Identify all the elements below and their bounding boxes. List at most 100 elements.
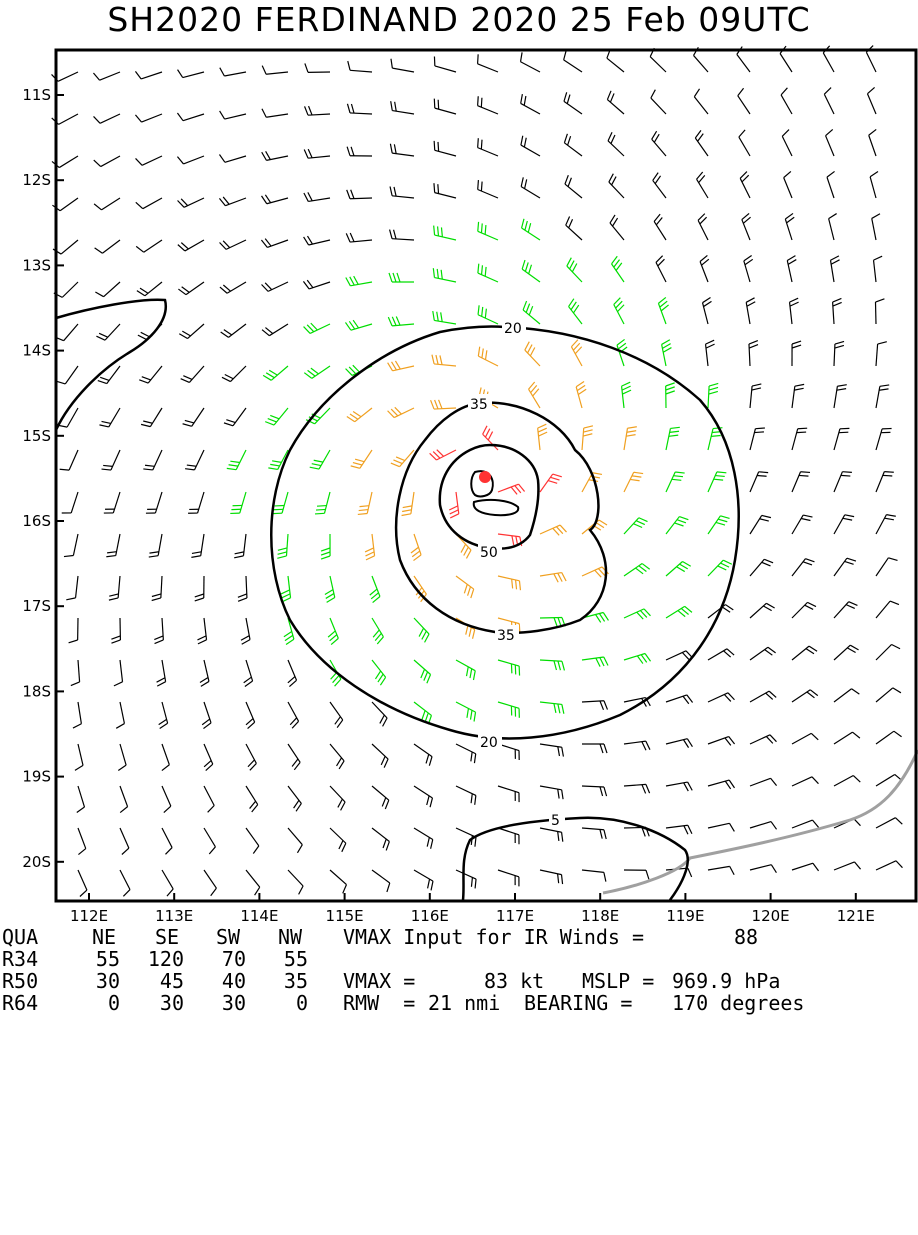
wind-barb-flag	[114, 682, 123, 686]
wind-barb-flag	[683, 740, 688, 748]
wind-barb-flag	[266, 373, 274, 378]
r64-label: R64	[2, 992, 38, 1014]
wind-barb-flag	[366, 556, 375, 560]
wind-barb-flag	[521, 94, 523, 103]
wind-barb-shaft	[666, 428, 670, 450]
wind-barb-flag	[380, 677, 385, 685]
lat-label: 20S	[22, 853, 51, 871]
wind-barb-flag	[99, 333, 108, 337]
wind-barb-flag	[375, 671, 380, 679]
wind-barb-shaft	[540, 660, 562, 661]
wind-barb-shaft	[414, 660, 431, 675]
wind-barb-shaft	[59, 114, 78, 124]
wind-barb-flag	[812, 777, 818, 784]
wind-barb-flag	[525, 262, 528, 271]
wind-barb-flag	[622, 390, 631, 394]
wind-barb-flag	[187, 465, 196, 466]
wind-barb-flag	[610, 93, 614, 102]
storm-parameters-table: QUA NE SE SW NW VMAX Input for IR Winds …	[0, 924, 918, 1014]
wind-barb-flag	[683, 561, 691, 566]
wind-barb-flag	[564, 51, 566, 60]
wind-barb-flag	[558, 573, 562, 581]
wind-barb-flag	[380, 715, 384, 723]
wind-barb-shaft	[792, 602, 807, 618]
wind-barb-flag	[845, 515, 854, 517]
wind-barb-shaft	[792, 777, 812, 786]
wind-barb-flag	[321, 556, 330, 559]
contour-64kt-lobe	[474, 500, 519, 515]
wind-barb-shaft	[100, 72, 120, 80]
wind-barb-shaft	[792, 863, 813, 870]
wind-barb-shaft	[498, 484, 519, 492]
wind-barb-flag	[890, 601, 899, 604]
wind-barb-shaft	[286, 534, 288, 556]
mslp-label: MSLP =	[582, 970, 654, 992]
wind-barb-flag	[389, 273, 392, 282]
wind-barb-flag	[242, 640, 250, 645]
wind-barb-shaft	[478, 190, 498, 198]
wind-barb-flag	[811, 733, 818, 739]
wind-barb-flag	[600, 787, 603, 796]
wind-barb-shaft	[498, 786, 519, 793]
wind-barb-flag	[529, 265, 532, 274]
wind-barb-flag	[262, 196, 267, 204]
wind-barb-shaft	[288, 786, 301, 803]
wind-barb-flag	[824, 88, 831, 95]
wind-barb-shaft	[785, 219, 792, 240]
wind-barb-shaft	[158, 534, 162, 556]
contour-20kt	[271, 327, 738, 739]
bearing-value: 170 degrees	[672, 992, 804, 1014]
wind-barb-shaft	[827, 177, 834, 198]
lon-label: 115E	[326, 907, 364, 924]
wind-barb-flag	[177, 157, 183, 164]
wind-barb-flag	[238, 598, 247, 601]
wind-barb-shaft	[330, 702, 343, 720]
wind-barb-shaft	[101, 156, 120, 167]
wind-barb-flag	[895, 818, 902, 825]
wind-barb-shaft	[104, 282, 120, 297]
wind-barb-flag	[312, 464, 321, 466]
wind-barb-shaft	[372, 786, 389, 800]
wind-barb-flag	[729, 823, 734, 831]
wind-barb-shaft	[267, 240, 288, 247]
wind-barb-flag	[718, 566, 727, 570]
land-contours	[603, 750, 918, 893]
wind-barb-flag	[426, 754, 429, 763]
r64-sw: 30	[206, 992, 246, 1014]
wind-barb-shaft	[187, 324, 204, 339]
wind-barb-flag	[381, 756, 385, 765]
rmw-label: RMW =	[343, 992, 415, 1014]
wind-barb-flag	[73, 724, 81, 728]
r64-row: R64 0 30 30 0 RMW = 21 nmi BEARING = 170…	[0, 992, 48, 1014]
wind-barb-shaft	[372, 618, 383, 637]
wind-barb-flag	[612, 177, 616, 185]
wind-barb-shaft	[666, 472, 675, 492]
wind-barb-flag	[140, 288, 148, 293]
wind-barb-flag	[347, 190, 350, 199]
wind-barb-flag	[521, 136, 523, 145]
wind-barb-flag	[402, 510, 411, 512]
wind-barb-flag	[343, 885, 347, 894]
wind-barb-flag	[639, 566, 647, 572]
wind-barb-flag	[307, 280, 313, 288]
wind-barb-flag	[102, 421, 111, 423]
wind-barb-flag	[396, 316, 400, 325]
wind-barb-flag	[107, 552, 116, 553]
wind-barb-flag	[123, 890, 130, 897]
wind-barb-flag	[771, 822, 777, 830]
wind-barb-flag	[281, 590, 290, 594]
wind-barb-flag	[608, 132, 612, 141]
wind-barb-shaft	[876, 861, 896, 870]
wind-barb-shaft	[372, 744, 388, 759]
wind-barb-shaft	[61, 240, 78, 254]
wind-barb-flag	[422, 711, 425, 720]
wind-barb-flag	[720, 516, 729, 519]
wind-barb-shaft	[100, 114, 120, 123]
wind-barb-flag	[390, 187, 392, 196]
wind-barb-flag	[278, 552, 287, 554]
wind-barb-flag	[872, 214, 880, 219]
wind-barb-flag	[792, 341, 801, 344]
wind-barb-flag	[645, 654, 651, 662]
wind-barb-flag	[599, 614, 604, 622]
